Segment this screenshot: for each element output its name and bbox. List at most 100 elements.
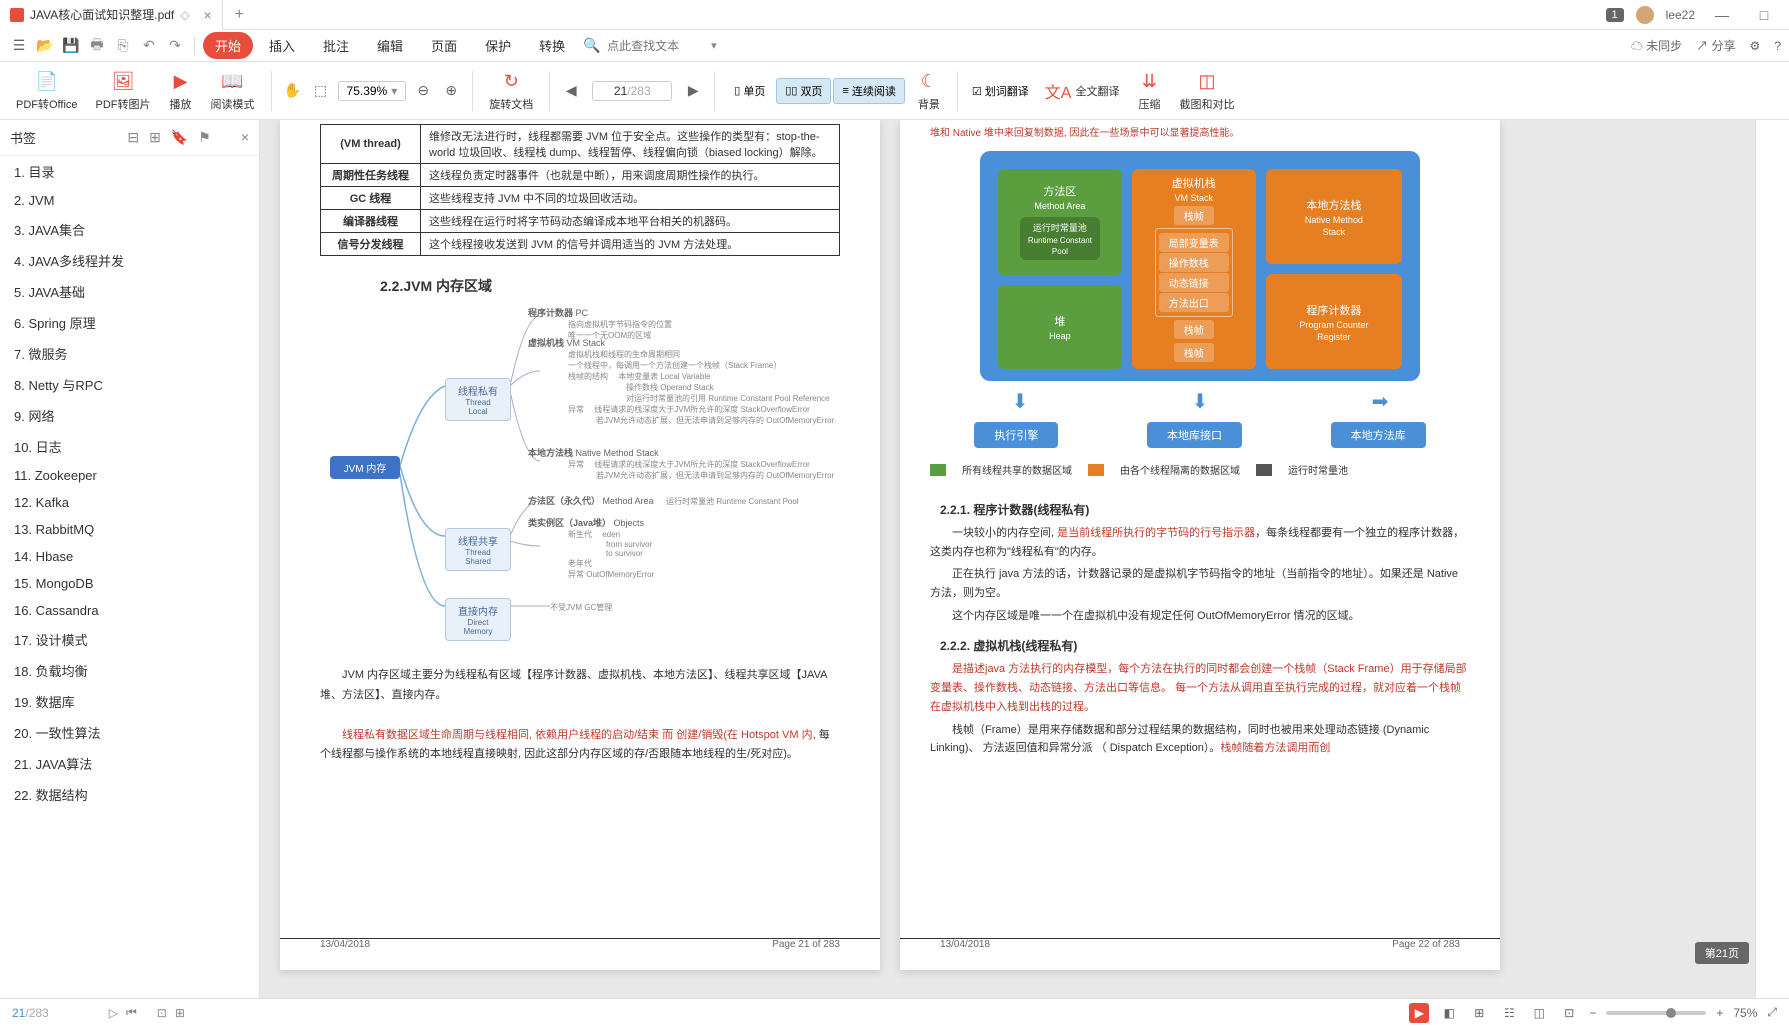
menu-icon[interactable]: ☰ — [8, 35, 30, 57]
image-icon: 🖼 — [111, 70, 135, 94]
prev-page-icon[interactable]: ◀ — [560, 80, 582, 102]
zoom-input[interactable]: 75.39%▾ — [338, 81, 407, 101]
close-icon[interactable]: × — [203, 7, 211, 23]
sidebar-item[interactable]: 15. MongoDB — [0, 570, 259, 597]
sidebar-item[interactable]: 18. 负载均衡 — [0, 655, 259, 686]
search-icon[interactable]: 🔍 — [581, 35, 603, 57]
sidebar-item[interactable]: 9. 网络 — [0, 400, 259, 431]
screenshot-button[interactable]: ◫ 截图和对比 — [1173, 68, 1240, 114]
sidebar-item[interactable]: 12. Kafka — [0, 489, 259, 516]
zoom-in-icon[interactable]: ⊕ — [440, 80, 462, 102]
avatar[interactable] — [1636, 6, 1654, 24]
double-page-button[interactable]: ▯▯ 双页 — [776, 78, 831, 104]
expand-icon[interactable]: ⤢ — [1767, 1005, 1777, 1020]
sidebar-item[interactable]: 17. 设计模式 — [0, 624, 259, 655]
sidebar-item[interactable]: 7. 微服务 — [0, 338, 259, 369]
tool5-icon[interactable]: ⊡ — [1559, 1003, 1579, 1023]
username: lee22 — [1666, 8, 1695, 22]
document-tab[interactable]: JAVA核心面试知识整理.pdf ◇ × — [0, 0, 223, 30]
open-icon[interactable]: 📂 — [34, 35, 56, 57]
sidebar-item[interactable]: 4. JAVA多线程并发 — [0, 245, 259, 276]
sidebar-item[interactable]: 2. JVM — [0, 187, 259, 214]
sidebar-item[interactable]: 8. Netty 与RPC — [0, 369, 259, 400]
zoom-in-button[interactable]: + — [1716, 1006, 1723, 1020]
sidebar-item[interactable]: 10. 日志 — [0, 431, 259, 462]
divider — [194, 37, 195, 55]
viewer[interactable]: (VM thread)维修改无法进行时，线程都需要 JVM 位于安全点。这些操作… — [260, 120, 1789, 998]
menu-tab-page[interactable]: 页面 — [419, 32, 469, 59]
bookmark-icon[interactable]: 🔖 — [171, 129, 188, 146]
maximize-button[interactable]: □ — [1749, 7, 1779, 23]
menu-tab-annotate[interactable]: 批注 — [311, 32, 361, 59]
zoom-slider[interactable] — [1606, 1011, 1706, 1015]
first-icon[interactable]: ⏮ — [126, 1005, 137, 1020]
full-translate-button[interactable]: 文A 全文翻译 — [1039, 77, 1126, 105]
statusbar-right: ▶ ◧ ⊞ ☷ ◫ ⊡ − + 75% ⤢ — [1409, 1003, 1777, 1023]
minimize-button[interactable]: — — [1707, 7, 1737, 23]
tool4-icon[interactable]: ◫ — [1529, 1003, 1549, 1023]
rotate-button[interactable]: ↻ 旋转文档 — [483, 68, 539, 114]
sidebar-item[interactable]: 3. JAVA集合 — [0, 214, 259, 245]
tool2-icon[interactable]: ⊞ — [1469, 1003, 1489, 1023]
expand-icon[interactable]: ⊞ — [149, 129, 161, 146]
zoom-out-icon[interactable]: ⊖ — [412, 80, 434, 102]
sidebar-item[interactable]: 5. JAVA基础 — [0, 276, 259, 307]
share-button[interactable]: ↗ 分享 — [1696, 37, 1735, 54]
zoom-out-button[interactable]: − — [1589, 1006, 1596, 1020]
sidebar-item[interactable]: 6. Spring 原理 — [0, 307, 259, 338]
sidebar-item[interactable]: 16. Cassandra — [0, 597, 259, 624]
pdf-to-office-button[interactable]: 📄 PDF转Office — [10, 68, 84, 114]
select-tool-icon[interactable]: ⬚ — [310, 80, 332, 102]
close-sidebar-icon[interactable]: × — [241, 129, 249, 146]
record-icon[interactable]: ▶ — [1409, 1003, 1429, 1023]
hand-tool-icon[interactable]: ✋ — [282, 80, 304, 102]
export-icon[interactable]: ⎘ — [112, 35, 134, 57]
sidebar-item[interactable]: 22. 数据结构 — [0, 779, 259, 810]
zoom-value[interactable]: 75% — [1733, 1006, 1757, 1020]
redo-icon[interactable]: ↷ — [164, 35, 186, 57]
fit2-icon[interactable]: ⊞ — [175, 1006, 185, 1020]
fit-icon[interactable]: ⊡ — [157, 1006, 167, 1020]
sidebar-item[interactable]: 14. Hbase — [0, 543, 259, 570]
continuous-button[interactable]: ≡ 连续阅读 — [833, 78, 904, 104]
help-icon[interactable]: ? — [1774, 39, 1781, 53]
pdf-to-image-button[interactable]: 🖼 PDF转图片 — [90, 68, 157, 114]
tab-pin-icon[interactable]: ◇ — [180, 8, 189, 22]
add-tab-button[interactable]: + — [223, 6, 256, 24]
save-icon[interactable]: 💾 — [60, 35, 82, 57]
sidebar-item[interactable]: 1. 目录 — [0, 156, 259, 187]
compress-button[interactable]: ⇊ 压缩 — [1131, 68, 1167, 114]
tool1-icon[interactable]: ◧ — [1439, 1003, 1459, 1023]
notification-badge[interactable]: 1 — [1606, 8, 1624, 22]
sync-status[interactable]: ☁ 未同步 — [1631, 37, 1682, 54]
prev-icon[interactable]: ▷ — [109, 1006, 118, 1020]
sidebar-item[interactable]: 13. RabbitMQ — [0, 516, 259, 543]
search-input[interactable] — [607, 39, 707, 53]
tool3-icon[interactable]: ☷ — [1499, 1003, 1519, 1023]
sidebar-item[interactable]: 19. 数据库 — [0, 686, 259, 717]
background-button[interactable]: ☾ 背景 — [911, 68, 947, 114]
menu-tab-protect[interactable]: 保护 — [473, 32, 523, 59]
undo-icon[interactable]: ↶ — [138, 35, 160, 57]
sidebar-item[interactable]: 21. JAVA算法 — [0, 748, 259, 779]
status-page[interactable]: 21/283 — [12, 1006, 49, 1020]
collapse-icon[interactable]: ⊟ — [127, 129, 139, 146]
menu-tab-edit[interactable]: 编辑 — [365, 32, 415, 59]
divider — [271, 71, 272, 111]
settings-icon[interactable]: ⚙ — [1750, 39, 1761, 53]
right-tool-strip[interactable] — [1755, 120, 1789, 998]
single-page-button[interactable]: ▯ 单页 — [725, 78, 774, 104]
read-mode-button[interactable]: 📖 阅读模式 — [205, 68, 261, 114]
page-input[interactable]: 21/283 — [592, 81, 672, 101]
menu-tab-start[interactable]: 开始 — [203, 32, 253, 59]
next-page-icon[interactable]: ▶ — [682, 80, 704, 102]
menu-tab-convert[interactable]: 转换 — [527, 32, 577, 59]
sidebar-item[interactable]: 11. Zookeeper — [0, 462, 259, 489]
sidebar-list[interactable]: 1. 目录2. JVM3. JAVA集合4. JAVA多线程并发5. JAVA基… — [0, 156, 259, 998]
print-icon[interactable]: 🖶 — [86, 35, 108, 57]
flag-icon[interactable]: ⚑ — [198, 129, 211, 146]
word-translate-button[interactable]: ☑ 划词翻译 — [968, 79, 1033, 103]
menu-tab-insert[interactable]: 插入 — [257, 32, 307, 59]
sidebar-item[interactable]: 20. 一致性算法 — [0, 717, 259, 748]
play-button[interactable]: ▶ 播放 — [163, 68, 199, 114]
